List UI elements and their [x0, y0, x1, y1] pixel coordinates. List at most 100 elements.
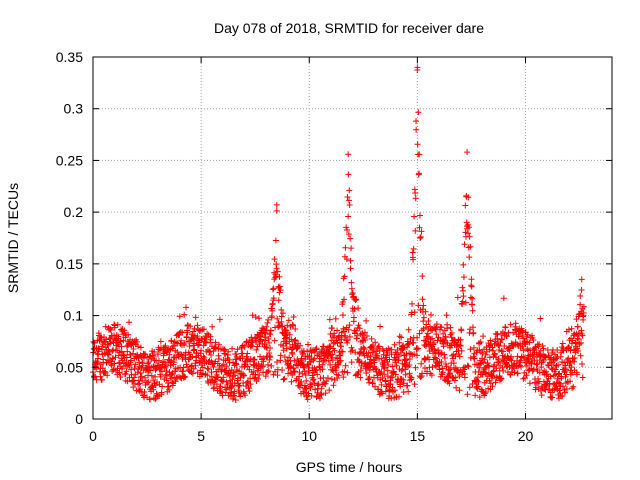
data-point — [342, 362, 349, 369]
data-point — [345, 213, 352, 220]
data-point — [456, 353, 463, 360]
data-point — [150, 386, 157, 393]
data-point — [509, 365, 516, 372]
data-point — [162, 372, 169, 379]
data-point — [528, 360, 535, 367]
peak-point — [273, 201, 280, 208]
data-point — [548, 350, 555, 357]
data-point — [344, 336, 351, 343]
data-point — [461, 374, 468, 381]
data-point — [144, 379, 151, 386]
data-point — [304, 396, 311, 403]
data-point — [169, 379, 176, 386]
data-point — [348, 245, 355, 252]
data-point — [274, 359, 281, 366]
data-point — [512, 320, 519, 327]
peak-point — [414, 64, 421, 71]
data-point — [493, 374, 500, 381]
data-point — [567, 359, 574, 366]
data-point — [459, 298, 466, 305]
data-point — [168, 337, 175, 344]
data-point — [256, 337, 263, 344]
data-point — [280, 347, 287, 354]
data-point — [412, 195, 419, 202]
data-point — [273, 265, 280, 272]
data-point — [229, 345, 236, 352]
data-point — [190, 328, 197, 335]
data-point — [405, 340, 412, 347]
data-point — [241, 343, 248, 350]
data-point — [416, 151, 423, 158]
data-point — [524, 331, 531, 338]
data-point — [517, 357, 524, 364]
data-point — [518, 363, 525, 370]
data-point — [284, 322, 291, 329]
data-point — [466, 233, 473, 240]
data-point — [184, 329, 191, 336]
data-point — [507, 321, 514, 328]
data-point — [270, 295, 277, 302]
data-point — [313, 346, 320, 353]
data-point — [444, 325, 451, 332]
data-point — [544, 346, 551, 353]
data-point — [348, 285, 355, 292]
data-point — [265, 335, 272, 342]
data-point — [328, 376, 335, 383]
data-point — [208, 352, 215, 358]
data-point — [256, 372, 263, 379]
data-point — [468, 282, 475, 289]
data-point — [573, 371, 580, 378]
data-point — [575, 348, 582, 355]
data-point — [425, 318, 432, 325]
data-point — [244, 350, 251, 357]
data-point — [159, 383, 166, 390]
data-point — [186, 343, 193, 350]
data-point — [269, 307, 276, 314]
data-point — [236, 382, 243, 389]
data-point — [332, 315, 339, 322]
data-point — [126, 362, 133, 369]
data-point — [130, 384, 137, 391]
data-point — [145, 378, 152, 385]
data-point — [402, 366, 409, 373]
data-point — [346, 201, 353, 208]
data-point — [152, 373, 159, 380]
data-point — [341, 368, 348, 375]
data-point — [262, 330, 269, 337]
data-point — [214, 374, 221, 381]
data-point — [183, 304, 190, 311]
data-point — [289, 372, 296, 379]
data-point — [577, 293, 584, 300]
grid-lines — [93, 57, 612, 419]
data-point — [514, 370, 521, 377]
data-point — [465, 194, 472, 201]
data-point — [320, 343, 327, 350]
data-point — [477, 339, 484, 346]
data-point — [305, 341, 312, 348]
data-point — [217, 388, 224, 395]
data-point — [162, 342, 169, 349]
data-point — [493, 365, 500, 372]
data-point — [576, 311, 583, 318]
y-tick-label: 0.35 — [56, 49, 83, 65]
data-point — [213, 381, 220, 388]
data-point — [535, 375, 542, 382]
data-point — [231, 380, 238, 387]
data-point — [310, 357, 317, 364]
data-point — [340, 325, 347, 332]
data-point — [107, 326, 114, 333]
data-point — [459, 371, 466, 378]
data-point — [374, 352, 381, 359]
data-point — [381, 371, 388, 378]
data-point — [574, 323, 581, 330]
data-point — [513, 327, 520, 334]
data-point — [275, 297, 282, 304]
data-point — [578, 287, 585, 294]
data-point — [268, 313, 275, 320]
data-point — [146, 363, 153, 370]
data-point — [180, 364, 187, 371]
data-point — [430, 339, 437, 346]
data-point — [372, 365, 379, 372]
x-tick-label: 5 — [197, 428, 205, 444]
data-point — [411, 309, 418, 316]
